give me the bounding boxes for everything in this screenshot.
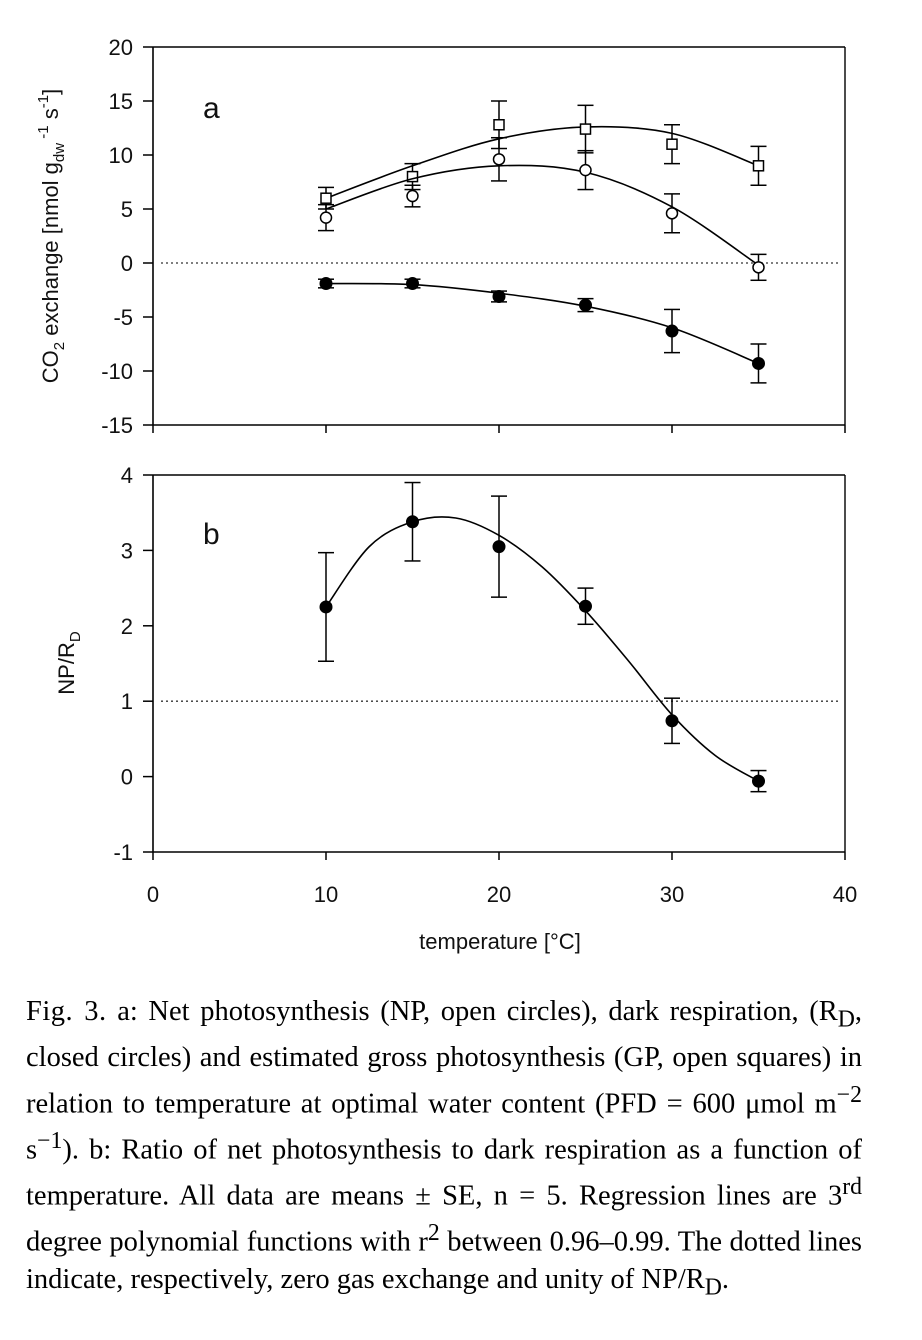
caption-text-7: . (721, 1263, 730, 1295)
panel-b-y-tick-label: 3 (121, 538, 133, 563)
panel-b-y-tick-label: -1 (113, 840, 133, 865)
panel-a-series-3-fit-line (325, 282, 759, 365)
panel-a-series-1-point (579, 123, 592, 135)
panel-b-series-1-point (406, 515, 419, 529)
caption-superscript-2: 2 (427, 1219, 440, 1246)
panel-a-y-tick-label: 15 (109, 89, 133, 114)
caption-text-5: degree polynomial functions with r (26, 1226, 428, 1258)
figure: 20 15 10 5 0 -5 -10 -15 a CO2 exchange [nmol gd… (35, 35, 857, 954)
panel-b-series-1-fit-line (325, 516, 759, 782)
caption-superscript-rd: rd (842, 1173, 862, 1200)
panel-a-series-1-point (406, 170, 419, 183)
panel-b-y-tick-label: 4 (121, 463, 133, 488)
caption-text-3: s (26, 1134, 38, 1166)
panel-b-x-tick-label: 40 (833, 882, 857, 907)
panel-a-series-3-point (665, 324, 679, 338)
panel-a-series-2-point (665, 207, 679, 220)
panel-a-series-2-point (319, 211, 333, 224)
panel-a-y-tick-label: 10 (109, 143, 133, 168)
panel-b-y-tick-label: 1 (121, 689, 133, 714)
figure-caption: Fig. 3. a: Net photosynthesis (NP, open … (26, 993, 862, 1307)
panel-a-series-3-point (492, 289, 506, 303)
panel-b-y-tick-label: 2 (121, 614, 133, 639)
x-axis-title: temperature [°C] (419, 929, 581, 954)
panel-b-label: b (203, 518, 220, 551)
panel-b-x-tick-label: 0 (147, 882, 159, 907)
caption-subscript-d-2: D (704, 1274, 722, 1301)
panel-b-x-ticks: 0 10 20 30 40 (147, 852, 857, 907)
panel-a-y-tick-label: -10 (101, 359, 133, 384)
panel-b-y-axis-title: NP/RD (54, 631, 84, 695)
panel-b-x-tick-label: 20 (487, 882, 511, 907)
panel-b-series-1-point (492, 540, 506, 554)
panel-b-series-1-point (752, 774, 765, 788)
caption-figure-label: Fig. 3. (26, 996, 107, 1027)
panel-b-y-ticks: 4 3 2 1 0 -1 (113, 463, 153, 865)
panel-a: 20 15 10 5 0 -5 -10 -15 a CO2 exchange [nmol gd… (35, 35, 846, 438)
panel-a-series-3-point (579, 298, 592, 312)
panel-a-series-2-point (492, 153, 506, 166)
panel-a-series-3-point (319, 277, 333, 291)
panel-b-x-tick-label: 10 (314, 882, 338, 907)
panel-a-series-1-fit-line (325, 125, 759, 199)
panel-a-series-1-point (493, 119, 505, 131)
panel-a-series-1-point (320, 192, 332, 204)
caption-text-2: , closed circles) and estimated gross ph… (26, 996, 862, 1120)
panel-a-series-3-point (752, 356, 765, 370)
caption-text-4: ). b: Ratio of net photosynthesis to dar… (26, 1134, 862, 1212)
panel-a-label: a (203, 92, 220, 125)
panel-b-series-1-point (579, 599, 592, 613)
panel-b-series-1-point (319, 600, 333, 614)
panel-a-y-tick-label: 5 (121, 197, 133, 222)
panel-a-y-tick-label: -5 (113, 305, 133, 330)
panel-a-series-1-point (666, 138, 678, 150)
panel-a-y-ticks: 20 15 10 5 0 -5 -10 -15 (101, 35, 153, 438)
panel-a-series-3-point (406, 277, 419, 291)
panel-a-series-2-point (579, 163, 592, 177)
panel-a-y-tick-label: -15 (101, 413, 133, 438)
caption-subscript-d: D (837, 1006, 855, 1033)
panel-b-y-tick-label: 0 (121, 765, 133, 790)
panel-b-plot (318, 481, 767, 793)
panel-b-series-1-point (665, 714, 679, 728)
caption-superscript-m2: −2 (836, 1081, 862, 1108)
panel-a-x-ticks (152, 425, 846, 433)
panel-a-series-2-fit-line (325, 164, 759, 266)
caption-text-1: a: Net photosynthesis (NP, open circles)… (106, 996, 838, 1027)
panel-a-plot (318, 100, 767, 384)
panel-a-series-2-point (752, 261, 765, 274)
panel-a-y-tick-label: 0 (121, 251, 133, 276)
panel-a-series-2-point (406, 189, 419, 203)
panel-a-series-1-point (752, 160, 765, 172)
caption-superscript-s1: −1 (37, 1127, 63, 1154)
caption-text-6: between 0.96–0.99. The dotted lines indi… (26, 1226, 862, 1295)
panel-a-y-tick-label: 20 (109, 35, 133, 60)
panel-b-x-tick-label: 30 (660, 882, 684, 907)
panel-a-y-axis-title: CO2 exchange [nmol gdw -1 s-1] (35, 89, 68, 383)
